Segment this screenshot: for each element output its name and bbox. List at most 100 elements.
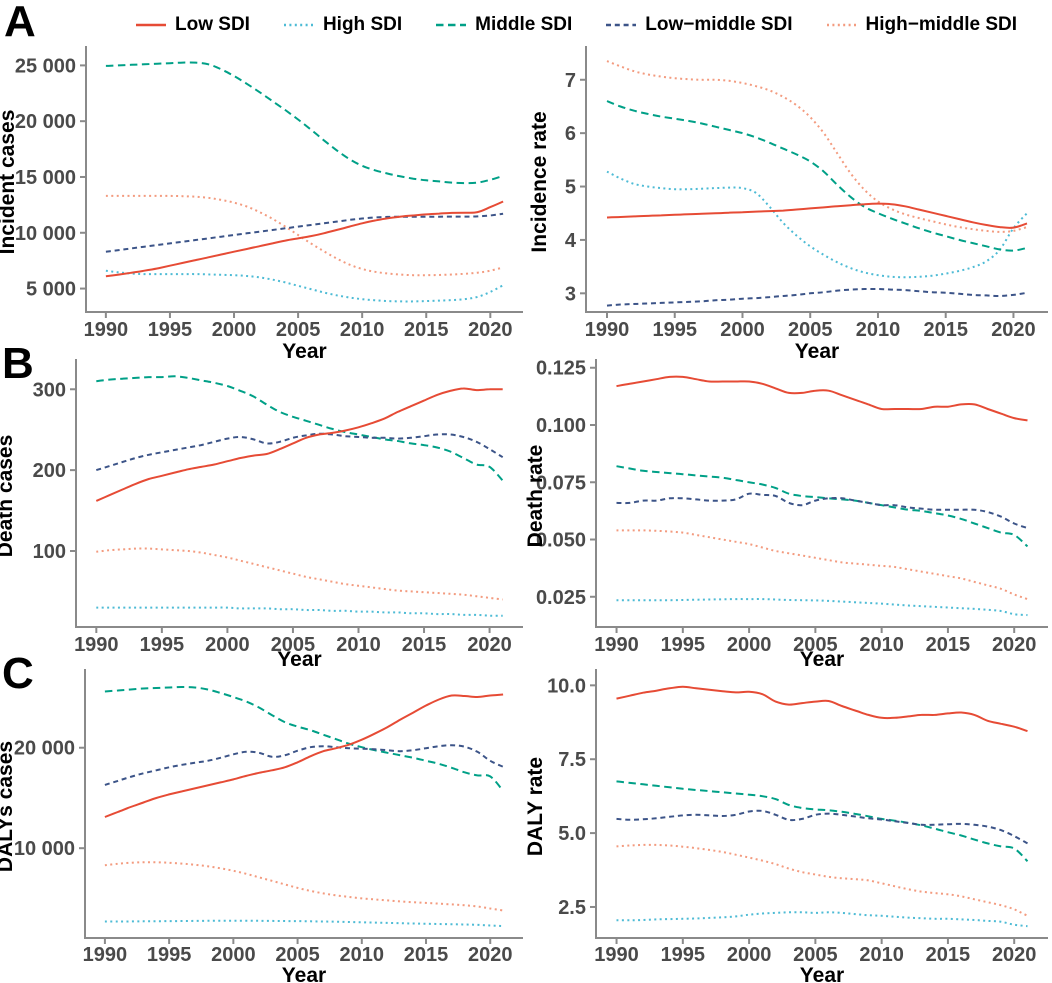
y-tick-label: 15 000 bbox=[15, 167, 76, 189]
series-line-high-sdi bbox=[105, 269, 504, 303]
legend-label: Low SDI bbox=[175, 14, 250, 35]
x-tick-label: 2020 bbox=[992, 634, 1037, 656]
x-tick-label: 2010 bbox=[859, 944, 904, 966]
series-line-low-middle-sdi bbox=[606, 288, 1028, 307]
x-tick-label: 2000 bbox=[720, 319, 765, 341]
x-tick-label: 1995 bbox=[661, 944, 706, 966]
legend-line-sample-icon bbox=[436, 23, 467, 27]
x-tick-label: 2020 bbox=[992, 944, 1037, 966]
series-line-high-sdi bbox=[616, 598, 1028, 617]
y-axis-title: DALYs cases bbox=[0, 741, 17, 872]
x-tick-label: 2020 bbox=[991, 319, 1036, 341]
x-tick-label: 1990 bbox=[83, 944, 128, 966]
x-tick-label: 2015 bbox=[404, 319, 449, 341]
sdi-legend: Low SDI High SDI Middle SDI Low−middle SDI H… bbox=[136, 14, 1017, 36]
x-tick-label: 2010 bbox=[859, 634, 904, 656]
x-tick-label: 2010 bbox=[856, 319, 901, 341]
series-line-low-sdi bbox=[95, 387, 503, 502]
series-line-high-middle-sdi bbox=[104, 861, 504, 912]
series-line-low-middle-sdi bbox=[95, 432, 504, 472]
series-line-middle-sdi bbox=[104, 685, 504, 792]
chart-svg-death-cases: 100 200 300 1990 1995 2000 2005 2010 2015 2020 Dea… bbox=[0, 359, 523, 671]
x-tick-label: 2020 bbox=[468, 319, 513, 341]
x-tick-label: 2005 bbox=[788, 319, 833, 341]
y-tick-label: 300 bbox=[33, 379, 66, 401]
y-tick-label: 200 bbox=[33, 460, 66, 482]
series-line-high-sdi bbox=[616, 911, 1028, 928]
y-tick-label: 20 000 bbox=[15, 111, 76, 133]
series-line-low-sdi bbox=[606, 202, 1028, 229]
chart-svg-incident-cases: 5 000 10 000 15 000 20 000 25 000 1990 1995 200… bbox=[0, 46, 523, 363]
x-tick-label: 2000 bbox=[212, 319, 257, 341]
x-tick-label: 2020 bbox=[468, 944, 513, 966]
legend-line-sample-icon bbox=[606, 23, 637, 27]
x-tick-label: 1995 bbox=[652, 319, 697, 341]
y-tick-label: 4 bbox=[565, 230, 577, 252]
x-axis-title: Year bbox=[282, 964, 326, 983]
chart-svg-daly-rate: 2.5 5.0 7.5 10.0 1990 1995 2000 2005 2010 2015 202… bbox=[524, 669, 1048, 983]
x-tick-label: 2000 bbox=[211, 944, 256, 966]
x-tick-label: 2015 bbox=[404, 944, 449, 966]
x-tick-label: 2000 bbox=[727, 634, 772, 656]
x-tick-label: 2015 bbox=[923, 319, 968, 341]
legend-item-high-sdi: High SDI bbox=[283, 14, 403, 36]
y-tick-label: 3 bbox=[565, 283, 576, 305]
series-line-middle-sdi bbox=[616, 780, 1029, 862]
y-tick-label: 0.050 bbox=[536, 530, 586, 552]
x-tick-label: 1990 bbox=[594, 634, 639, 656]
legend-item-low-middle-sdi: Low−middle SDI bbox=[606, 14, 793, 36]
x-tick-label: 2005 bbox=[276, 319, 321, 341]
series-line-high-middle-sdi bbox=[105, 194, 504, 277]
legend-item-middle-sdi: Middle SDI bbox=[436, 14, 572, 36]
x-tick-label: 1995 bbox=[140, 634, 185, 656]
y-tick-label: 10 000 bbox=[14, 838, 75, 860]
legend-label: High−middle SDI bbox=[865, 14, 1018, 35]
y-axis-title: Incidence rate bbox=[528, 111, 551, 252]
x-tick-label: 2015 bbox=[402, 634, 447, 656]
chart-svg-incidence-rate: 3 4 5 6 7 1990 1995 2000 2005 2010 2015 2020 Inciden… bbox=[528, 46, 1048, 363]
legend-label: Low−middle SDI bbox=[645, 14, 793, 35]
y-tick-label: 10.0 bbox=[547, 675, 586, 697]
x-tick-label: 2020 bbox=[467, 634, 512, 656]
series-line-low-middle-sdi bbox=[104, 744, 504, 786]
x-tick-label: 2000 bbox=[205, 634, 250, 656]
x-tick-label: 2000 bbox=[727, 944, 772, 966]
series-line-low-sdi bbox=[616, 685, 1028, 733]
x-tick-label: 2005 bbox=[793, 634, 838, 656]
series-line-high-middle-sdi bbox=[616, 529, 1028, 601]
x-tick-label: 2015 bbox=[926, 634, 971, 656]
x-tick-label: 2010 bbox=[340, 944, 385, 966]
y-tick-label: 100 bbox=[33, 541, 66, 563]
y-axis-title: Incident cases bbox=[0, 110, 19, 255]
x-tick-label: 1995 bbox=[147, 944, 192, 966]
panel-label-c: C bbox=[2, 649, 34, 698]
legend-label: High SDI bbox=[322, 14, 403, 35]
panel-label-b: B bbox=[2, 339, 34, 388]
chart-incidence-rate: 3 4 5 6 7 1990 1995 2000 2005 2010 2015 2020 Inciden… bbox=[526, 40, 1052, 363]
series-line-high-sdi bbox=[96, 606, 503, 617]
x-axis-title: Year bbox=[282, 340, 326, 360]
legend-line-sample-icon bbox=[283, 23, 314, 27]
panel-label-a: A bbox=[4, 0, 36, 46]
y-tick-label: 5.0 bbox=[558, 823, 586, 845]
y-tick-label: 25 000 bbox=[15, 55, 76, 77]
chart-svg-dalys-cases: 10 000 20 000 1990 1995 2000 2005 2010 2015 2020… bbox=[0, 669, 523, 983]
y-tick-label: 10 000 bbox=[15, 223, 76, 245]
y-tick-label: 7 bbox=[565, 70, 576, 92]
series-line-low-sdi bbox=[104, 693, 504, 818]
x-tick-label: 1995 bbox=[148, 319, 193, 341]
y-tick-label: 0.100 bbox=[536, 415, 586, 437]
x-tick-label: 2005 bbox=[793, 944, 838, 966]
y-tick-label: 5 bbox=[565, 177, 576, 199]
chart-dalys-cases: 10 000 20 000 1990 1995 2000 2005 2010 2015 2020… bbox=[0, 664, 526, 983]
x-tick-label: 2005 bbox=[275, 944, 320, 966]
y-axis-title: DALY rate bbox=[526, 757, 547, 856]
x-tick-label: 2015 bbox=[926, 944, 971, 966]
chart-death-rate: 0.025 0.050 0.075 0.100 0.125 1990 1995 2000 200… bbox=[524, 352, 1052, 671]
x-tick-label: 2010 bbox=[340, 319, 385, 341]
series-line-high-middle-sdi bbox=[616, 843, 1028, 917]
series-line-middle-sdi bbox=[96, 375, 504, 482]
series-line-low-middle-sdi bbox=[616, 809, 1028, 845]
x-axis-title: Year bbox=[795, 340, 839, 360]
